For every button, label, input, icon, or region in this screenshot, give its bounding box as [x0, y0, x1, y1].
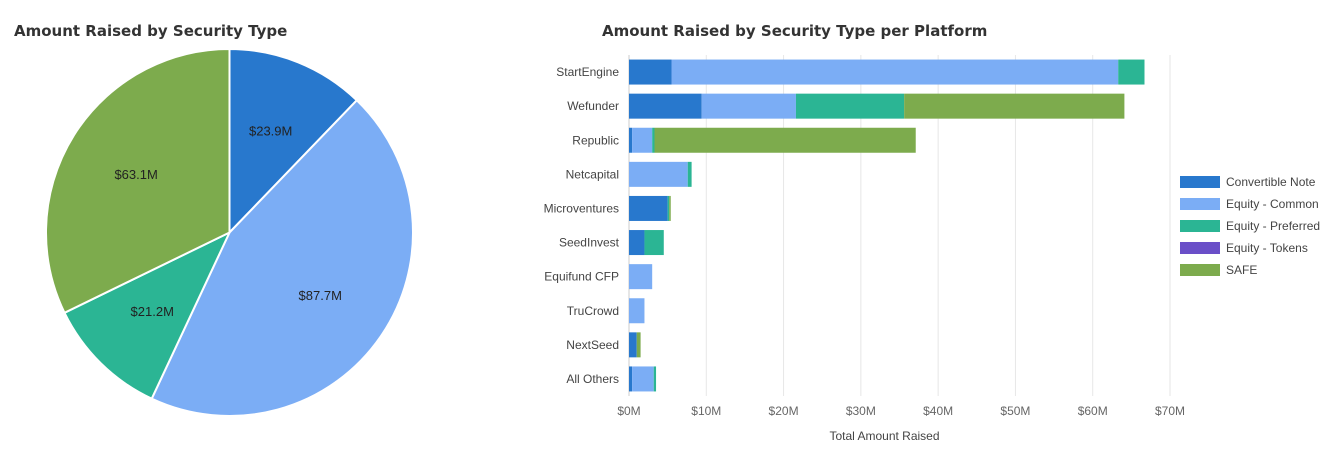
x-tick-label: $10M — [691, 404, 721, 418]
bar-segment-all-others-equity-common[interactable] — [632, 366, 654, 392]
bar-segment-trucrowd-equity-common[interactable] — [629, 298, 645, 324]
x-tick-label: $60M — [1078, 404, 1108, 418]
bar-segment-netcapital-equity-preferred[interactable] — [687, 161, 692, 187]
x-tick-label: $30M — [846, 404, 876, 418]
legend-swatch — [1180, 242, 1220, 254]
bar-segment-nextseed-convertible-note[interactable] — [629, 332, 637, 358]
bar-segment-netcapital-equity-common[interactable] — [629, 161, 688, 187]
y-tick-label-republic: Republic — [572, 133, 619, 147]
x-axis-label: Total Amount Raised — [829, 429, 939, 443]
legend-swatch — [1180, 220, 1220, 232]
legend-item-safe[interactable]: SAFE — [1180, 259, 1320, 281]
bar-segment-startengine-equity-preferred[interactable] — [1118, 59, 1145, 85]
pie-slice-equity-common[interactable] — [150, 98, 414, 417]
x-tick-label: $50M — [1000, 404, 1030, 418]
bar-segment-republic-safe[interactable] — [654, 127, 916, 153]
bar-segment-republic-equity-preferred[interactable] — [652, 127, 655, 153]
legend-label: Equity - Preferred — [1226, 219, 1321, 233]
bar-segment-all-others-convertible-note[interactable] — [629, 366, 633, 392]
legend-label: Convertible Note — [1226, 175, 1316, 189]
bar-segment-startengine-convertible-note[interactable] — [629, 59, 672, 85]
x-tick-label: $20M — [769, 404, 799, 418]
bar-segment-all-others-equity-preferred[interactable] — [653, 366, 657, 392]
y-tick-label-nextseed: NextSeed — [566, 338, 619, 352]
y-tick-label-wefunder: Wefunder — [567, 99, 619, 113]
y-tick-label-all-others: All Others — [566, 372, 619, 386]
bar-segment-republic-equity-common[interactable] — [632, 127, 653, 153]
legend-item-equity-tokens[interactable]: Equity - Tokens — [1180, 237, 1320, 259]
y-tick-label-seedinvest: SeedInvest — [559, 236, 620, 250]
pie-chart: $23.9M $87.7M $21.2M $63.1M — [45, 47, 414, 417]
bar-segment-wefunder-equity-common[interactable] — [701, 93, 796, 119]
pie-label-convertible-note: $23.9M — [249, 123, 292, 138]
chart-legend: Convertible Note Equity - Common Equity - … — [1180, 171, 1320, 281]
pie-slice-convertible-note[interactable] — [228, 47, 359, 235]
legend-swatch — [1180, 198, 1220, 210]
bar-segment-nextseed-safe[interactable] — [636, 332, 641, 358]
legend-swatch — [1180, 176, 1220, 188]
y-tick-label-startengine: StartEngine — [556, 65, 619, 79]
bar-segment-seedinvest-convertible-note[interactable] — [629, 230, 645, 256]
legend-label: Equity - Common — [1226, 197, 1319, 211]
y-tick-label-netcapital: Netcapital — [566, 167, 619, 181]
x-tick-label: $0M — [617, 404, 640, 418]
x-tick-label: $40M — [923, 404, 953, 418]
legend-label: Equity - Tokens — [1226, 241, 1308, 255]
bar-segment-microventures-safe[interactable] — [669, 195, 671, 221]
pie-slice-safe[interactable] — [45, 47, 231, 315]
x-tick-label: $70M — [1155, 404, 1185, 418]
y-tick-label-microventures: Microventures — [544, 201, 619, 215]
bar-segment-equifund-cfp-equity-common[interactable] — [629, 264, 653, 290]
legend-item-equity-common[interactable]: Equity - Common — [1180, 193, 1320, 215]
bar-segment-wefunder-safe[interactable] — [904, 93, 1125, 119]
pie-label-equity-common: $87.7M — [299, 288, 342, 303]
bar-segment-microventures-convertible-note[interactable] — [629, 195, 668, 221]
bar-segment-republic-convertible-note[interactable] — [629, 127, 633, 153]
bar-segment-wefunder-convertible-note[interactable] — [629, 93, 702, 119]
bar-segment-wefunder-equity-preferred[interactable] — [795, 93, 905, 119]
legend-label: SAFE — [1226, 263, 1258, 277]
y-tick-label-equifund-cfp: Equifund CFP — [544, 270, 619, 284]
bar-segment-microventures-equity-preferred[interactable] — [667, 195, 670, 221]
legend-item-convertible-note[interactable]: Convertible Note — [1180, 171, 1320, 193]
pie-label-equity-preferred: $21.2M — [131, 304, 174, 319]
pie-slice-equity-preferred[interactable] — [63, 230, 232, 401]
pie-label-safe: $63.1M — [114, 167, 157, 182]
bar-chart-title: Amount Raised by Security Type per Platf… — [602, 22, 988, 40]
legend-item-equity-preferred[interactable]: Equity - Preferred — [1180, 215, 1320, 237]
pie-chart-title: Amount Raised by Security Type — [14, 22, 288, 40]
legend-swatch — [1180, 264, 1220, 276]
y-tick-label-trucrowd: TruCrowd — [567, 304, 619, 318]
bar-segment-startengine-equity-common[interactable] — [671, 59, 1119, 85]
bar-segment-seedinvest-equity-preferred[interactable] — [644, 230, 664, 256]
